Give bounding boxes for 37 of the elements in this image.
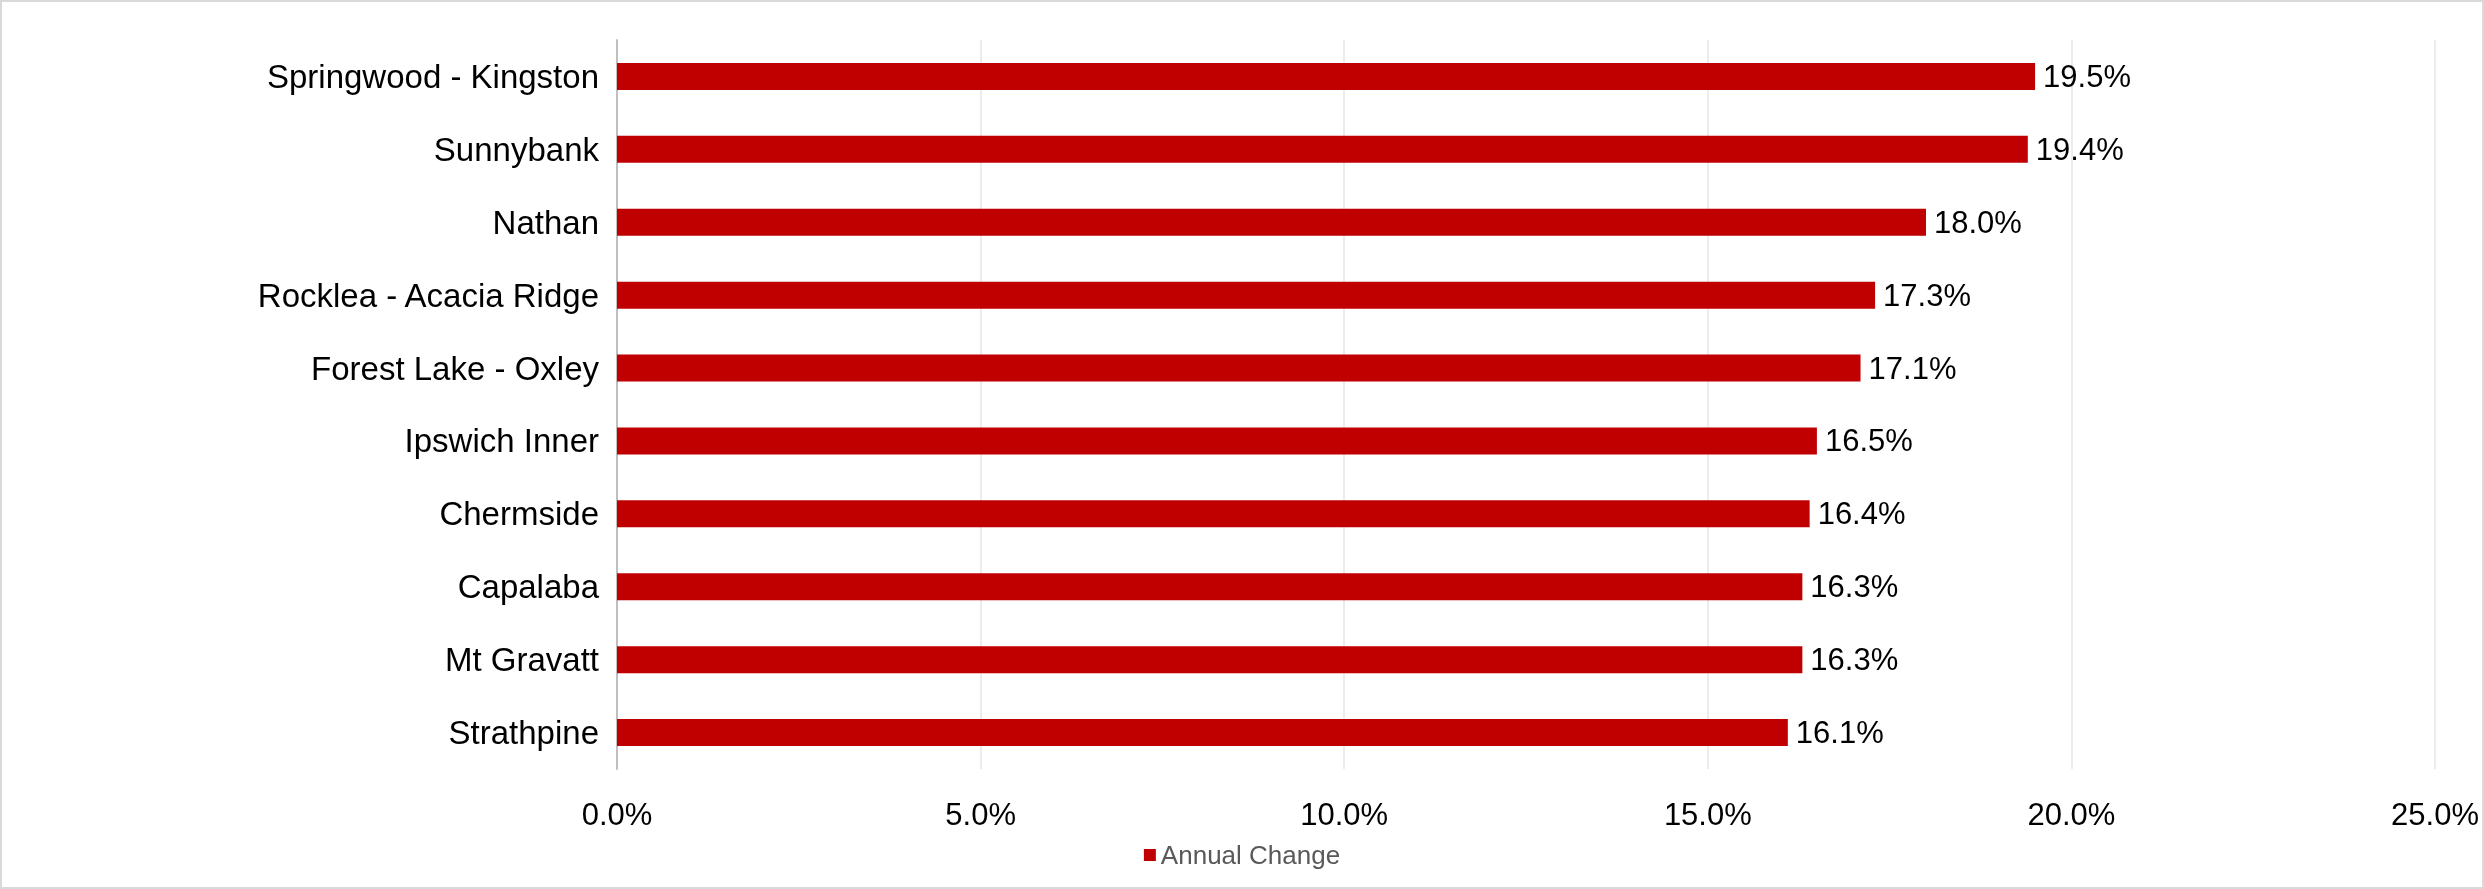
x-tick-label: 15.0% (1663, 797, 1752, 832)
data-label: 16.4% (1817, 496, 1906, 532)
y-tick-label: Capalaba (457, 568, 600, 606)
x-tick-label: 0.0% (581, 797, 653, 832)
y-tick-label: Mt Gravatt (444, 641, 599, 679)
data-label: 17.3% (1883, 277, 1971, 313)
x-tick-label: 10.0% (1300, 797, 1389, 832)
x-tick-label: 25.0% (2391, 797, 2479, 832)
bar (617, 354, 1861, 382)
data-label: 18.0% (1934, 204, 2022, 240)
data-label: 16.1% (1795, 715, 1884, 751)
y-tick-label: Strathpine (448, 714, 599, 752)
bar (617, 427, 1817, 455)
bar (617, 646, 1803, 674)
bar (617, 135, 2028, 163)
y-tick-label: Springwood - Kingston (266, 57, 599, 95)
bar (617, 208, 1926, 236)
data-label: 16.3% (1810, 642, 1899, 678)
bar (617, 281, 1876, 309)
y-tick-label: Chermside (439, 495, 599, 533)
data-label: 16.5% (1824, 423, 1913, 459)
x-tick-label: 20.0% (2027, 797, 2116, 832)
data-label: 16.3% (1810, 569, 1899, 605)
y-tick-label: Forest Lake - Oxley (311, 349, 600, 387)
y-tick-label: Nathan (492, 203, 599, 241)
legend-label: Annual Change (1160, 840, 1341, 870)
data-label: 17.1% (1868, 350, 1957, 386)
y-tick-label: Ipswich Inner (404, 422, 599, 460)
data-label: 19.4% (2035, 131, 2124, 167)
x-tick-label: 5.0% (945, 797, 1016, 832)
bar (617, 500, 1810, 528)
data-label: 19.5% (2043, 58, 2131, 94)
bar (617, 719, 1788, 747)
y-tick-label: Sunnybank (433, 130, 600, 168)
bar (617, 62, 2036, 90)
y-tick-label: Rocklea - Acacia Ridge (257, 276, 599, 314)
bar (617, 573, 1803, 601)
